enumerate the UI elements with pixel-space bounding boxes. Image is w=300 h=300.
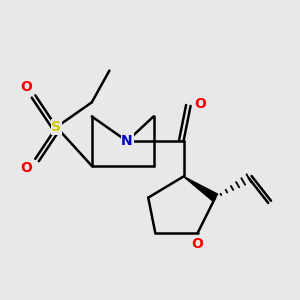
Text: O: O <box>194 97 206 111</box>
Text: O: O <box>192 237 204 251</box>
Polygon shape <box>184 176 218 201</box>
Text: N: N <box>121 134 133 148</box>
Text: O: O <box>20 160 32 175</box>
Text: S: S <box>52 120 61 134</box>
Text: O: O <box>20 80 32 94</box>
